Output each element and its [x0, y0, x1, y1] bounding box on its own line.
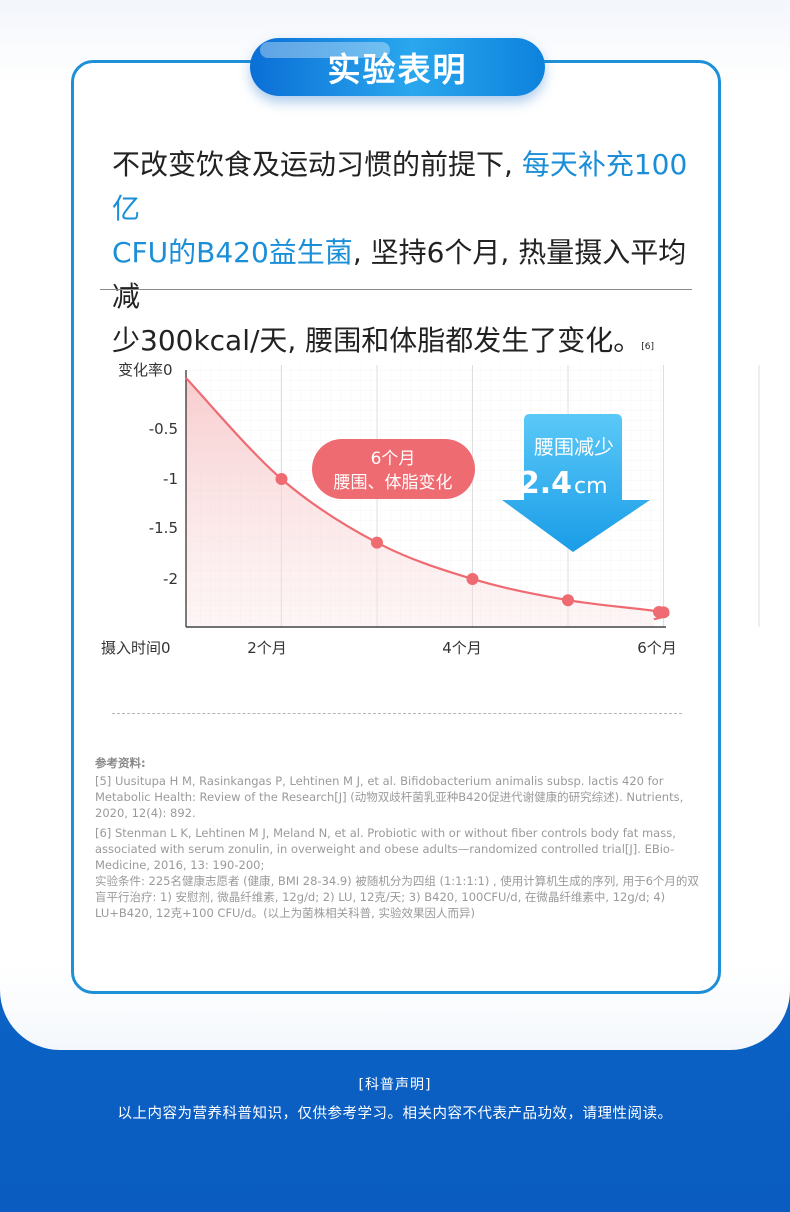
- callout-bubble: 6个月 腰围、体脂变化: [312, 439, 475, 499]
- callout-line2: 腰围、体脂变化: [334, 473, 453, 493]
- references-heading: 参考资料:: [95, 756, 146, 770]
- intro-line1: 不改变饮食及运动习惯的前提下,: [112, 148, 522, 181]
- y-axis-title: 变化率0: [118, 361, 173, 379]
- data-points: [275, 473, 670, 619]
- x-tick-label: 4个月: [442, 639, 482, 657]
- reference-5: [5] Uusitupa H M, Rasinkangas P, Lehtine…: [95, 774, 684, 820]
- intro-highlight-2: CFU的B420益生菌: [112, 236, 353, 269]
- data-point: [653, 606, 665, 618]
- intro-highlight-1: 每天补充100亿: [112, 148, 688, 225]
- intro-line2: , 坚持6个月, 热量摄入平均减: [112, 236, 687, 313]
- y-tick-label: -1: [163, 470, 178, 488]
- dashed-separator: [112, 713, 682, 714]
- disclaimer-text: 以上内容为营养科普知识，仅供参考学习。相关内容不代表产品功效，请理性阅读。: [117, 1106, 673, 1122]
- arrow-label: 腰围减少: [534, 435, 614, 459]
- data-point: [466, 572, 479, 585]
- x-axis-title: 摄入时间0: [101, 639, 171, 657]
- section-title: 实验表明: [250, 38, 545, 96]
- data-point: [562, 594, 574, 607]
- data-point: [275, 473, 288, 485]
- area-fill: [186, 378, 669, 627]
- y-tick-label: -1.5: [149, 519, 178, 537]
- y-tick-label: -0.5: [149, 420, 178, 438]
- experiment-conditions: 实验条件: 225名健康志愿者 (健康, BMI 28-34.9) 被随机分为四…: [95, 874, 699, 920]
- references: 参考资料: [5] Uusitupa H M, Rasinkangas P, L…: [95, 755, 705, 925]
- arrow-value: 2.4: [519, 466, 572, 501]
- arrow-unit: cm: [574, 474, 608, 499]
- data-point: [371, 536, 383, 549]
- change-rate-chart: 变化率0 -0.5 -1 -1.5 -2 摄入时间0 2个月 4个月 6个月 6…: [101, 361, 760, 657]
- disclaimer: [科普声明] 以上内容为营养科普知识，仅供参考学习。相关内容不代表产品功效，请理…: [0, 1074, 790, 1123]
- x-tick-label: 6个月: [637, 639, 677, 657]
- x-tick-label: 2个月: [247, 639, 287, 657]
- y-tick-label: -2: [163, 570, 178, 588]
- reference-mark: [6]: [641, 342, 654, 352]
- intro-text: 不改变饮食及运动习惯的前提下, 每天补充100亿 CFU的B420益生菌, 坚持6…: [112, 143, 702, 363]
- reference-6: [6] Stenman L K, Lehtinen M J, Meland N,…: [95, 826, 676, 872]
- section-title-text: 实验表明: [327, 50, 468, 89]
- callout-line1: 6个月: [371, 449, 416, 469]
- waist-reduction-arrow: 腰围减少 2.4 cm: [502, 414, 650, 552]
- intro-line3: 少300kcal/天, 腰围和体脂都发生了变化。: [112, 324, 642, 357]
- disclaimer-title: [科普声明]: [358, 1077, 432, 1093]
- divider: [100, 289, 692, 290]
